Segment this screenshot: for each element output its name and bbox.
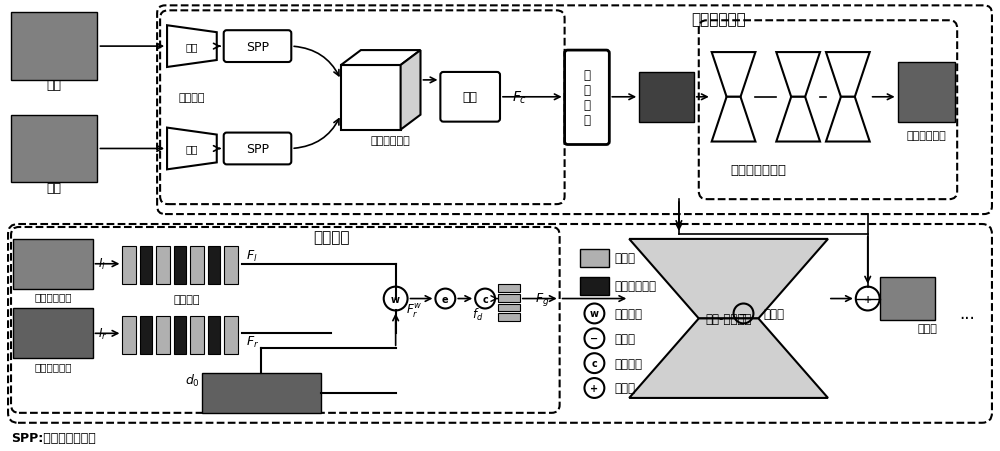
- FancyBboxPatch shape: [440, 73, 500, 122]
- Text: +: +: [590, 383, 598, 393]
- Bar: [208, 246, 220, 284]
- Text: 权重共享: 权重共享: [174, 294, 200, 304]
- Text: $F_c$: $F_c$: [512, 89, 527, 106]
- Text: 卷积: 卷积: [463, 91, 478, 104]
- Text: 初始化子网络: 初始化子网络: [691, 12, 746, 27]
- Text: w: w: [391, 294, 400, 304]
- Text: 卷积层: 卷积层: [614, 252, 635, 265]
- Bar: [880, 277, 935, 321]
- Bar: [498, 294, 520, 302]
- Bar: [580, 249, 609, 267]
- Polygon shape: [167, 129, 217, 170]
- Bar: [13, 239, 93, 289]
- Text: 降采样的右图: 降采样的右图: [34, 361, 72, 371]
- Bar: [341, 66, 401, 130]
- Bar: [11, 13, 97, 81]
- Polygon shape: [341, 51, 420, 66]
- Text: SPP: SPP: [246, 143, 269, 156]
- FancyBboxPatch shape: [224, 133, 291, 165]
- Text: +: +: [864, 294, 872, 304]
- Polygon shape: [401, 51, 420, 130]
- Text: 卷积: 卷积: [186, 42, 198, 52]
- Text: 减操作: 减操作: [614, 332, 635, 345]
- Text: 卷积: 卷积: [186, 144, 198, 154]
- Text: 特征重标定层: 特征重标定层: [614, 280, 656, 293]
- Text: 左图: 左图: [46, 79, 61, 92]
- Bar: [122, 317, 136, 354]
- Text: 加操作: 加操作: [614, 382, 635, 395]
- Bar: [224, 246, 238, 284]
- Text: 上采样: 上采样: [917, 324, 937, 334]
- Text: 初始代价矩阵: 初始代价矩阵: [371, 135, 411, 145]
- Text: 减操作: 减操作: [763, 307, 784, 320]
- Text: 当
前
回
迭: 当 前 回 迭: [583, 69, 590, 127]
- Text: 降采样的左图: 降采样的左图: [34, 292, 72, 302]
- Text: $I_l$: $I_l$: [98, 257, 106, 272]
- Polygon shape: [629, 239, 828, 319]
- FancyBboxPatch shape: [565, 51, 609, 145]
- Bar: [13, 309, 93, 359]
- Text: 右图: 右图: [46, 181, 61, 194]
- Text: w: w: [590, 309, 599, 319]
- Text: $F_l$: $F_l$: [246, 249, 257, 264]
- Text: 视差优化子网络: 视差优化子网络: [730, 163, 786, 176]
- Bar: [156, 317, 170, 354]
- Bar: [156, 246, 170, 284]
- Text: $F_r^w$: $F_r^w$: [406, 302, 422, 319]
- Text: 编码-解码模块: 编码-解码模块: [705, 312, 752, 325]
- Bar: [208, 317, 220, 354]
- Bar: [498, 314, 520, 322]
- Text: 变换操作: 变换操作: [614, 307, 642, 320]
- Text: −: −: [739, 309, 748, 319]
- Polygon shape: [712, 97, 755, 142]
- Text: ...: ...: [959, 305, 975, 323]
- Text: SPP:空间金字塔池化: SPP:空间金字塔池化: [11, 431, 96, 444]
- Text: 预测的视差图: 预测的视差图: [906, 130, 946, 140]
- Polygon shape: [776, 53, 820, 97]
- Text: $F_g$: $F_g$: [535, 290, 549, 308]
- Polygon shape: [167, 26, 217, 68]
- Bar: [174, 246, 186, 284]
- Text: c: c: [592, 359, 597, 368]
- Bar: [639, 73, 694, 122]
- Polygon shape: [629, 319, 828, 398]
- Text: −: −: [590, 334, 598, 344]
- Bar: [498, 284, 520, 292]
- Bar: [174, 317, 186, 354]
- Text: 连接操作: 连接操作: [614, 357, 642, 370]
- Bar: [898, 63, 955, 122]
- Bar: [580, 277, 609, 295]
- Bar: [11, 115, 97, 183]
- Text: $F_r$: $F_r$: [246, 334, 259, 349]
- Text: e: e: [442, 294, 449, 304]
- FancyBboxPatch shape: [224, 31, 291, 63]
- Text: $f_d$: $f_d$: [472, 306, 484, 322]
- Polygon shape: [826, 97, 870, 142]
- Text: SPP: SPP: [246, 41, 269, 54]
- Bar: [190, 246, 204, 284]
- Bar: [190, 317, 204, 354]
- Text: 引导模块: 引导模块: [313, 230, 349, 245]
- Text: $d_0$: $d_0$: [185, 372, 200, 388]
- Text: $I_r$: $I_r$: [98, 326, 108, 341]
- Text: c: c: [482, 294, 488, 304]
- Bar: [122, 246, 136, 284]
- Bar: [498, 304, 520, 312]
- Polygon shape: [712, 53, 755, 97]
- Bar: [140, 246, 152, 284]
- Bar: [202, 373, 321, 413]
- Text: 权重共享: 权重共享: [179, 92, 205, 102]
- Polygon shape: [826, 53, 870, 97]
- Bar: [140, 317, 152, 354]
- Polygon shape: [776, 97, 820, 142]
- Bar: [224, 317, 238, 354]
